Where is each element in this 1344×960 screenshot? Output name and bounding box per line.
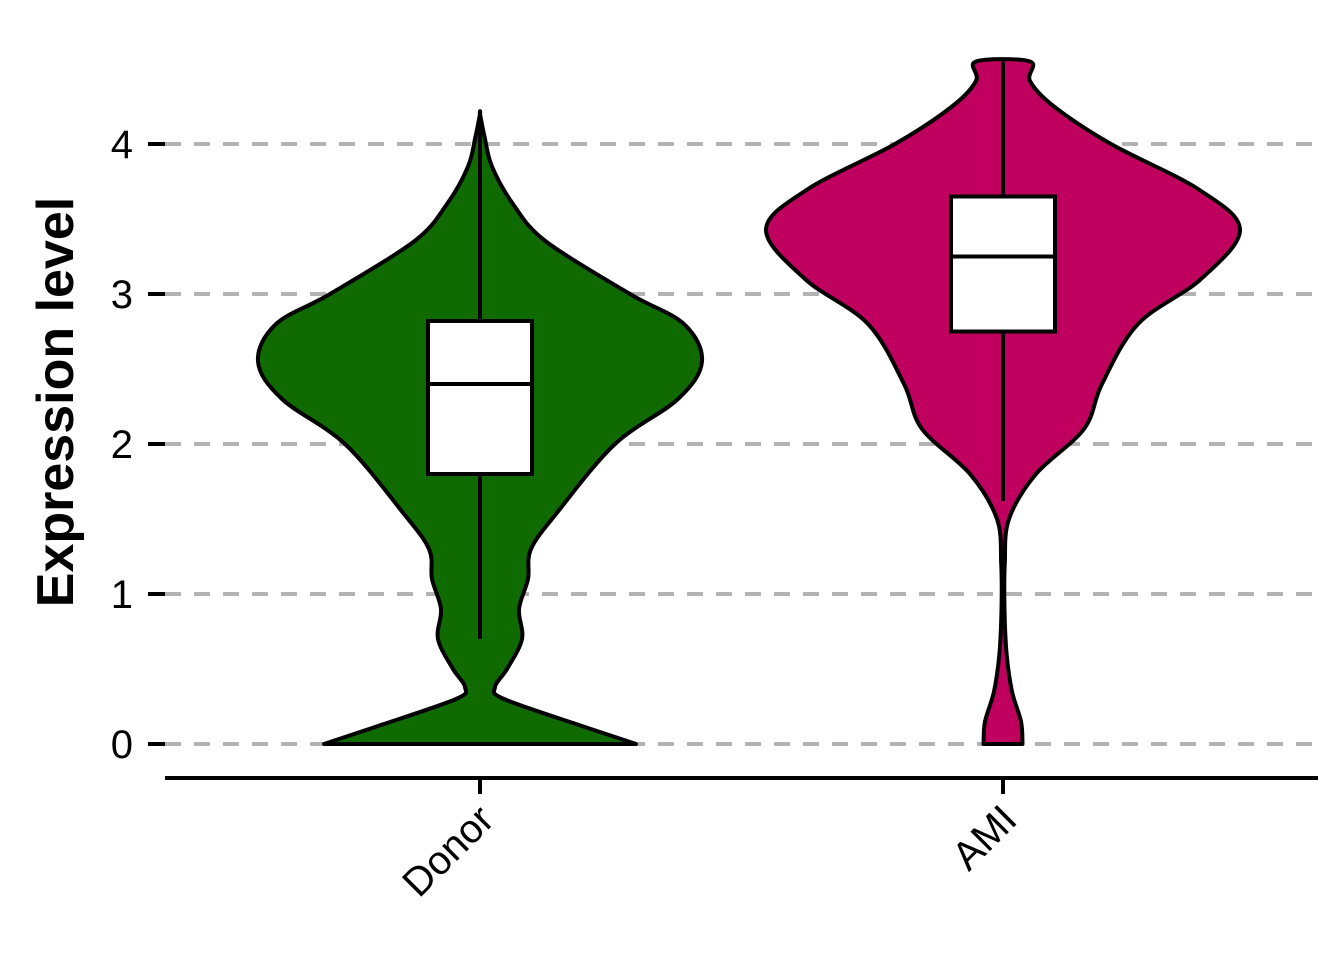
y-tick-label-1: 1 [111, 573, 133, 617]
violin-group-ami [763, 57, 1243, 746]
y-tick-label-2: 2 [111, 423, 133, 467]
y-tick-label-3: 3 [111, 273, 133, 317]
x-tick-label-donor: Donor [394, 797, 502, 905]
violin-group-donor [255, 109, 705, 746]
violins [255, 57, 1243, 746]
box-ami [949, 194, 1057, 334]
x-tick-label-ami: AMI [944, 797, 1025, 878]
y-tick-label-4: 4 [111, 123, 133, 167]
y-tick-label-0: 0 [111, 723, 133, 767]
y-axis-title: Expression level [27, 197, 85, 607]
box-donor [426, 319, 534, 476]
